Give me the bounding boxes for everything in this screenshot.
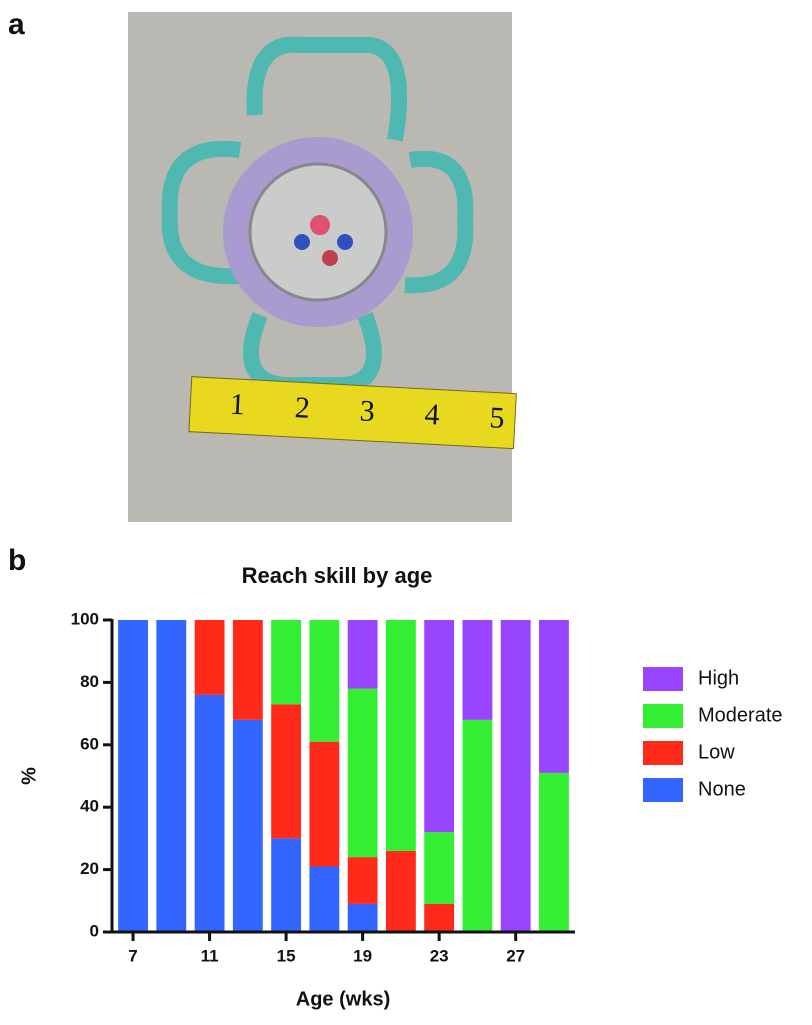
bar-segment <box>232 620 263 720</box>
toy-bead <box>294 234 310 250</box>
bar-segment <box>385 850 416 932</box>
bar-segment <box>424 620 455 833</box>
bar-segment <box>271 704 302 839</box>
bar-segment <box>309 741 340 867</box>
y-tick-label: 80 <box>80 672 99 691</box>
x-tick-label: 7 <box>128 946 137 965</box>
bar-segment <box>500 620 531 932</box>
bar-segment <box>424 832 455 904</box>
legend-label: Low <box>698 741 735 763</box>
bar-segment <box>424 903 455 932</box>
x-tick-label: 15 <box>277 946 296 965</box>
tape-number: 5 <box>489 401 506 435</box>
tape-number: 4 <box>424 398 441 432</box>
legend-label: Moderate <box>698 704 783 726</box>
bar-segment <box>309 620 340 742</box>
legend-label: High <box>698 667 739 689</box>
y-tick-label: 20 <box>80 859 99 878</box>
panel-label: a <box>8 8 25 41</box>
y-tick-label: 0 <box>90 921 99 940</box>
bar-segment <box>194 694 225 932</box>
x-tick-label: 11 <box>201 946 219 965</box>
bar-segment <box>194 620 225 695</box>
y-tick-label: 40 <box>80 797 99 816</box>
bar-segment <box>347 857 378 904</box>
toy-bead <box>310 215 330 235</box>
y-axis-label: % <box>18 767 40 785</box>
chart-title: Reach skill by age <box>242 563 433 588</box>
photo: 1 2 3 4 5 <box>128 12 517 522</box>
tape <box>188 376 517 450</box>
bar-segment <box>118 620 148 932</box>
toy-bead <box>322 250 338 266</box>
y-tick-label: 60 <box>80 734 99 753</box>
bar-segment <box>539 620 569 773</box>
bar-segment <box>347 620 378 689</box>
bar-segment <box>462 620 493 720</box>
bar-segment <box>271 620 302 705</box>
bar-segment <box>232 719 263 932</box>
toy-bead <box>337 234 353 250</box>
tape-number: 1 <box>229 388 246 422</box>
x-axis-label: Age (wks) <box>296 988 390 1010</box>
bar-segment <box>156 620 187 932</box>
tape-measure: 1 2 3 4 5 <box>188 376 517 450</box>
panel-label: b <box>8 544 26 577</box>
x-tick-label: 27 <box>506 946 525 965</box>
bar-segment <box>385 620 416 851</box>
legend-swatch <box>643 667 683 691</box>
bar-segment <box>271 838 302 932</box>
bar-segment <box>347 688 378 858</box>
legend-swatch <box>643 778 683 802</box>
legend-swatch <box>643 741 683 765</box>
bar-segment <box>309 866 340 932</box>
legend-label: None <box>698 778 746 800</box>
tape-number: 3 <box>359 394 376 428</box>
bar-segment <box>347 903 378 932</box>
tape-number: 2 <box>294 391 311 425</box>
legend-swatch <box>643 704 683 728</box>
bar-segment <box>462 719 493 932</box>
bar-segment <box>539 772 569 932</box>
y-tick-label: 100 <box>71 609 99 628</box>
x-tick-label: 19 <box>353 946 372 965</box>
x-tick-label: 23 <box>430 946 449 965</box>
